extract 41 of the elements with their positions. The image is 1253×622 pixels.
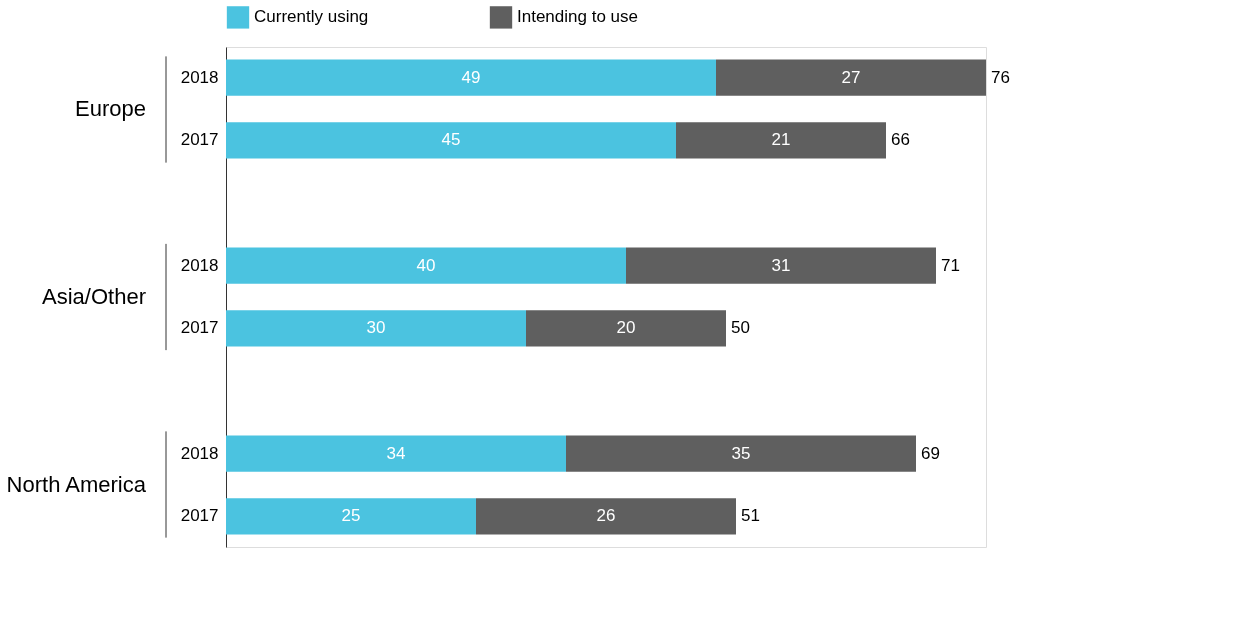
bar: [526, 310, 726, 347]
bar: [566, 435, 916, 472]
bar: [476, 498, 736, 535]
bar: [226, 310, 526, 347]
total-label: 50: [731, 318, 750, 338]
data-label: 26: [596, 506, 616, 526]
bar: [676, 122, 886, 159]
legend-label: Intending to use: [517, 7, 638, 27]
total-label: 66: [891, 130, 910, 150]
bar: [226, 435, 566, 472]
total-label: 71: [941, 255, 960, 275]
text: North America: [6, 472, 147, 498]
y-tick-label: 2017: [180, 318, 219, 338]
bar: [226, 59, 716, 96]
legend-label: Currently using: [254, 7, 369, 27]
bar: [226, 498, 476, 535]
total-label: 76: [991, 67, 1010, 87]
data-label: 30: [366, 318, 386, 338]
data-label: 25: [341, 506, 361, 526]
bar: [226, 247, 626, 284]
data-label: 45: [441, 130, 461, 150]
y-tick-label: 2017: [180, 506, 219, 526]
total-label: 51: [741, 506, 760, 526]
data-label: 20: [616, 318, 636, 338]
y-tick-label: 2017: [180, 130, 219, 150]
data-label: 31: [771, 255, 791, 275]
data-label: 21: [771, 130, 791, 150]
y-tick-label: 2018: [180, 255, 219, 275]
bar: [716, 59, 986, 96]
text: Europe: [75, 96, 146, 122]
data-label: 27: [841, 67, 861, 87]
data-label: 34: [386, 443, 406, 463]
y-tick-label: 2018: [180, 443, 219, 463]
bar: [226, 122, 676, 159]
bar: [626, 247, 936, 284]
data-label: 35: [731, 443, 751, 463]
data-label: 40: [416, 255, 436, 275]
data-label: 49: [461, 67, 481, 87]
total-label: 69: [921, 443, 940, 463]
text: Asia/Other: [42, 284, 146, 310]
y-tick-label: 2018: [180, 67, 219, 87]
